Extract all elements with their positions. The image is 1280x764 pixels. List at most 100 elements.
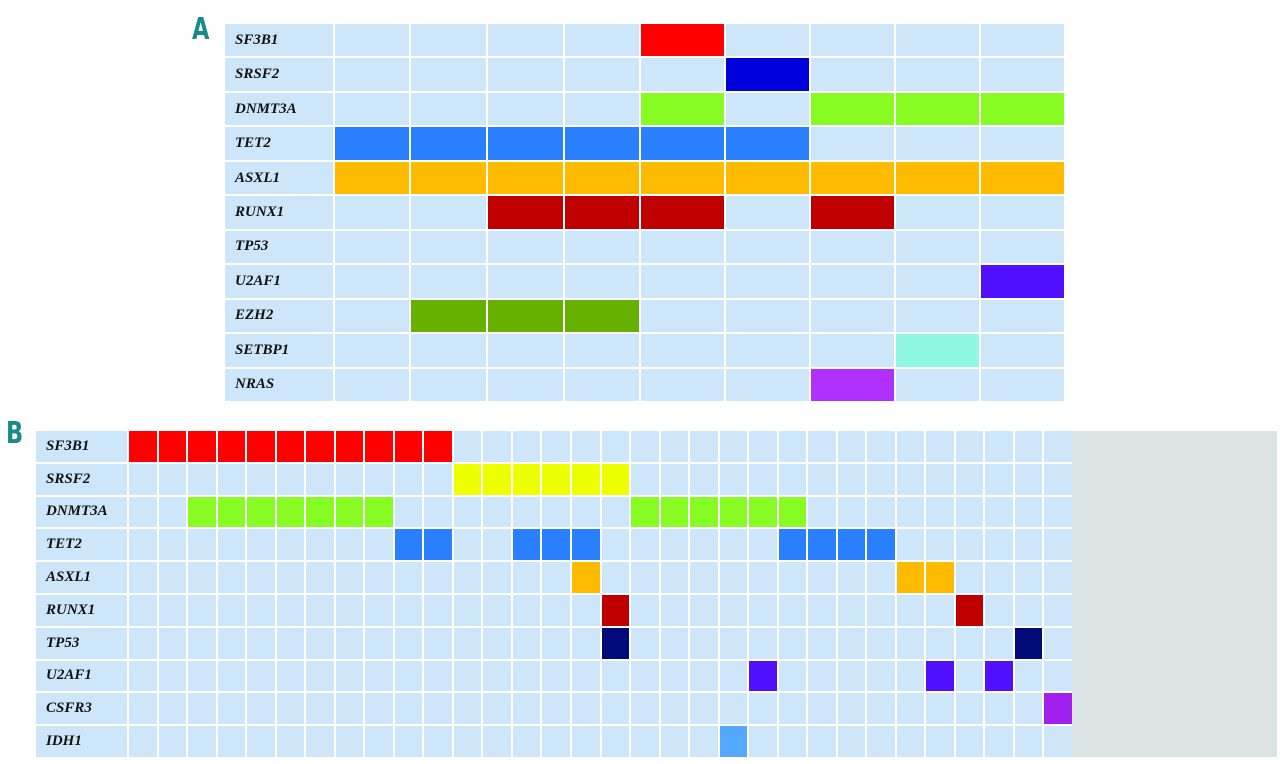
empty-cell (985, 627, 1013, 659)
empty-cell (690, 660, 718, 692)
empty-cell (542, 496, 570, 528)
empty-cell (453, 693, 482, 725)
mutation-cell (896, 334, 979, 367)
empty-cell (641, 58, 724, 91)
empty-cell (512, 431, 541, 462)
empty-cell (1014, 431, 1043, 462)
empty-cell (926, 726, 954, 757)
empty-cell (726, 334, 809, 367)
empty-cell (488, 368, 563, 401)
empty-cell (483, 693, 511, 725)
empty-cell (981, 196, 1064, 229)
empty-cell (660, 594, 689, 626)
empty-cell (808, 726, 836, 757)
empty-cell (129, 529, 157, 561)
empty-cell (335, 92, 409, 126)
empty-cell (335, 58, 409, 91)
empty-cell (365, 529, 393, 561)
empty-cell (335, 334, 409, 367)
mutation-cell (811, 196, 894, 229)
empty-cell (571, 726, 600, 757)
empty-cell (365, 660, 393, 692)
mutation-cell (778, 496, 807, 528)
empty-cell (631, 594, 659, 626)
empty-cell (453, 496, 482, 528)
empty-cell (719, 562, 748, 593)
empty-cell (488, 58, 563, 91)
gene-label: TET2 (36, 529, 127, 561)
empty-cell (335, 627, 364, 659)
empty-cell (778, 562, 807, 593)
empty-cell (411, 230, 486, 264)
empty-cell (778, 726, 807, 757)
empty-cell (985, 726, 1013, 757)
mutation-cell (365, 431, 393, 462)
empty-cell (631, 693, 659, 725)
empty-cell (483, 496, 511, 528)
empty-cell (483, 627, 511, 659)
empty-cell (837, 660, 866, 692)
empty-cell (276, 463, 305, 495)
empty-cell (276, 726, 305, 757)
empty-cell (217, 463, 246, 495)
mutation-cell (488, 127, 563, 160)
empty-cell (955, 562, 984, 593)
empty-cell (571, 496, 600, 528)
empty-cell (867, 496, 895, 528)
empty-cell (542, 693, 570, 725)
empty-cell (335, 463, 364, 495)
empty-cell (158, 562, 187, 593)
empty-cell (512, 660, 541, 692)
empty-cell (306, 562, 334, 593)
empty-cell (631, 726, 659, 757)
mutation-cell (424, 431, 452, 462)
empty-cell (641, 368, 724, 401)
empty-cell (217, 726, 246, 757)
empty-cell (896, 265, 979, 298)
mutation-cell (601, 594, 630, 626)
empty-cell (726, 368, 809, 401)
mutation-cell (571, 463, 600, 495)
empty-cell (1044, 594, 1072, 626)
mutation-cell (488, 196, 563, 229)
empty-cell (896, 230, 979, 264)
empty-cell (394, 660, 423, 692)
mutation-cell (488, 299, 563, 333)
empty-cell (811, 334, 894, 367)
empty-cell (394, 594, 423, 626)
empty-cell (896, 726, 925, 757)
empty-cell (837, 431, 866, 462)
mutation-cell (778, 529, 807, 561)
empty-cell (955, 693, 984, 725)
empty-cell (247, 627, 275, 659)
empty-cell (335, 660, 364, 692)
empty-cell (926, 627, 954, 659)
mutation-cell (867, 529, 895, 561)
empty-cell (247, 562, 275, 593)
empty-cell (335, 562, 364, 593)
mutation-cell (896, 562, 925, 593)
mutation-cell (896, 161, 979, 195)
empty-cell (335, 726, 364, 757)
empty-cell (453, 726, 482, 757)
empty-cell (641, 334, 724, 367)
empty-cell (306, 529, 334, 561)
empty-cell (247, 463, 275, 495)
empty-cell (660, 431, 689, 462)
empty-cell (811, 58, 894, 91)
empty-cell (690, 594, 718, 626)
empty-cell (483, 562, 511, 593)
empty-cell (1014, 594, 1043, 626)
empty-cell (867, 463, 895, 495)
empty-cell (749, 463, 777, 495)
gene-label: CSFR3 (36, 693, 127, 725)
empty-cell (778, 693, 807, 725)
empty-cell (335, 529, 364, 561)
empty-cell (867, 693, 895, 725)
empty-cell (542, 594, 570, 626)
mutation-cell (276, 496, 305, 528)
mutation-cell (365, 496, 393, 528)
mutation-cell (726, 161, 809, 195)
empty-cell (808, 594, 836, 626)
empty-cell (837, 562, 866, 593)
